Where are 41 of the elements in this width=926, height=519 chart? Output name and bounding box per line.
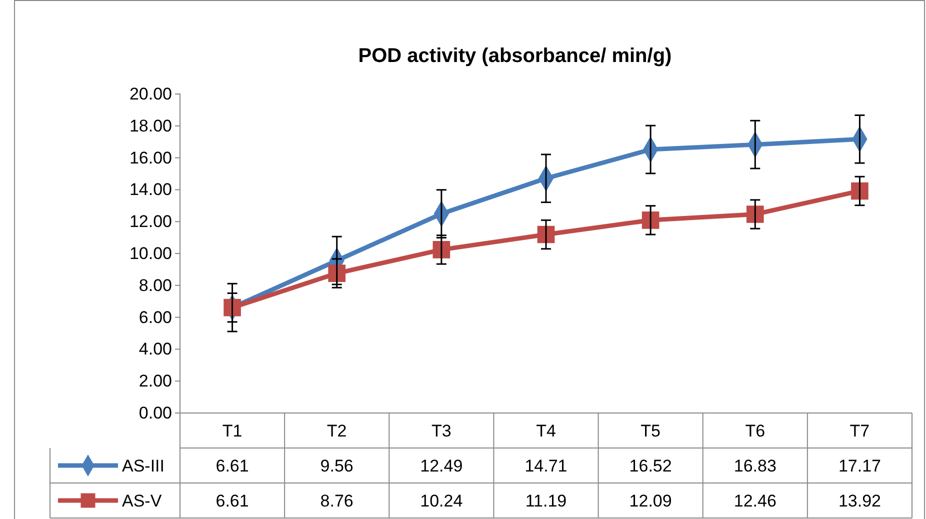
- data-label: 12.09: [629, 492, 672, 510]
- y-tick-label: 10.00: [129, 244, 172, 263]
- data-label: 12.49: [420, 456, 463, 476]
- x-tick-label: T5: [640, 422, 660, 440]
- x-tick-label: T3: [432, 422, 452, 440]
- data-label: 17.17: [838, 456, 881, 476]
- y-tick-label: 20.00: [129, 84, 172, 104]
- data-label: 11.19: [525, 492, 567, 510]
- data-label: 8.76: [320, 492, 354, 510]
- point: [642, 212, 660, 229]
- data-label: 13.92: [838, 492, 881, 510]
- point: [432, 241, 450, 258]
- chart-title: POD activity (absorbance/ min/g): [358, 45, 672, 67]
- data-label: 14.71: [524, 456, 568, 476]
- y-tick-label: 12.00: [129, 212, 172, 232]
- y-tick-label: 4.00: [138, 340, 172, 359]
- point: [851, 182, 868, 200]
- point: [746, 206, 764, 223]
- data-label: 16.52: [629, 456, 672, 476]
- point: [328, 264, 346, 282]
- x-tick-label: T6: [745, 422, 766, 440]
- x-tick-label: T4: [536, 422, 556, 440]
- data-label: 6.61: [216, 492, 249, 510]
- y-tick-label: 6.00: [138, 308, 172, 327]
- y-tick-label: 18.00: [129, 116, 172, 136]
- point: [224, 298, 241, 316]
- x-tick-label: T2: [326, 422, 347, 440]
- data-label: 9.56: [320, 456, 354, 476]
- y-tick-label: 8.00: [138, 276, 172, 295]
- legend-label: AS-V: [122, 492, 162, 510]
- data-label: 12.46: [734, 492, 776, 510]
- data-label: 16.83: [734, 456, 776, 476]
- y-tick-label: 14.00: [129, 180, 172, 200]
- x-tick-label: T1: [222, 422, 242, 440]
- y-tick-label: 16.00: [129, 148, 172, 168]
- y-tick-label: 2.00: [138, 372, 172, 391]
- y-tick-label: 0.00: [138, 403, 172, 422]
- data-label: 10.24: [420, 492, 463, 510]
- legend-label: AS-III: [122, 456, 165, 476]
- data-label: 6.61: [216, 456, 249, 476]
- x-tick-label: T7: [850, 422, 870, 440]
